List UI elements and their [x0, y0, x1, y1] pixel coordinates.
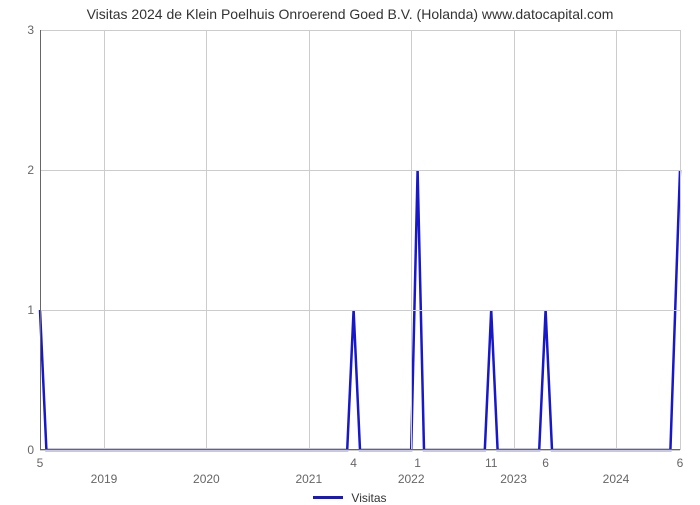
chart-container: Visitas 2024 de Klein Poelhuis Onroerend…: [0, 0, 700, 500]
grid-line-h: [40, 310, 680, 311]
point-label: 6: [677, 456, 684, 470]
x-tick-label: 2022: [398, 472, 425, 486]
x-axis-line: [40, 449, 680, 450]
point-label: 4: [350, 456, 357, 470]
x-tick-label: 2021: [295, 472, 322, 486]
grid-line-v: [514, 30, 515, 450]
x-tick-label: 2023: [500, 472, 527, 486]
legend: Visitas: [0, 490, 700, 505]
y-tick-label: 0: [27, 443, 34, 457]
x-tick-label: 2024: [603, 472, 630, 486]
point-label: 6: [542, 456, 549, 470]
legend-swatch: [313, 496, 343, 499]
grid-line-v: [206, 30, 207, 450]
point-label: 11: [485, 456, 497, 470]
grid-line-v: [616, 30, 617, 450]
y-tick-label: 3: [27, 23, 34, 37]
chart-title: Visitas 2024 de Klein Poelhuis Onroerend…: [0, 6, 700, 22]
grid-line-v: [104, 30, 105, 450]
line-chart-svg: [40, 30, 680, 450]
legend-label: Visitas: [351, 491, 386, 505]
grid-line-v: [309, 30, 310, 450]
point-label: 5: [37, 456, 44, 470]
grid-line-h: [40, 170, 680, 171]
grid-line-h: [40, 30, 680, 31]
plot-area: 01232019202020212022202320245411166: [40, 30, 680, 450]
y-tick-label: 1: [27, 303, 34, 317]
point-label: 1: [414, 456, 421, 470]
grid-line-v: [411, 30, 412, 450]
y-tick-label: 2: [27, 163, 34, 177]
grid-line-h: [40, 450, 680, 451]
x-tick-label: 2019: [91, 472, 118, 486]
x-tick-label: 2020: [193, 472, 220, 486]
plot-border-right: [680, 30, 681, 450]
y-axis-line: [40, 30, 41, 450]
